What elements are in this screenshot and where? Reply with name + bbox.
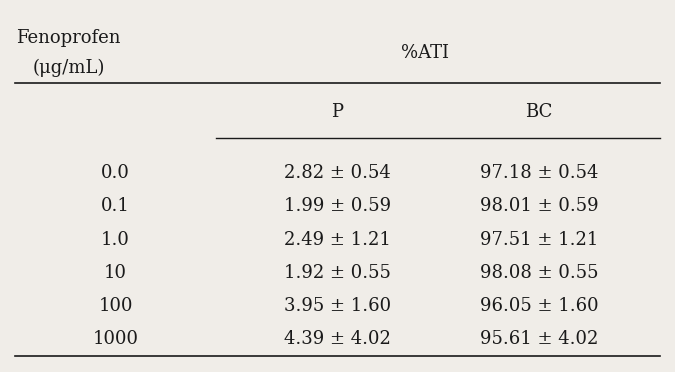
Text: 98.08 ± 0.55: 98.08 ± 0.55 (480, 264, 599, 282)
Text: 1.0: 1.0 (101, 231, 130, 248)
Text: 95.61 ± 4.02: 95.61 ± 4.02 (480, 330, 598, 348)
Text: 0.0: 0.0 (101, 164, 130, 182)
Text: 1.99 ± 0.59: 1.99 ± 0.59 (284, 197, 391, 215)
Text: BC: BC (525, 103, 553, 121)
Text: 97.51 ± 1.21: 97.51 ± 1.21 (480, 231, 598, 248)
Text: 0.1: 0.1 (101, 197, 130, 215)
Text: 10: 10 (104, 264, 127, 282)
Text: (μg/mL): (μg/mL) (32, 59, 105, 77)
Text: 3.95 ± 1.60: 3.95 ± 1.60 (284, 297, 391, 315)
Text: 4.39 ± 4.02: 4.39 ± 4.02 (284, 330, 391, 348)
Text: 2.82 ± 0.54: 2.82 ± 0.54 (284, 164, 391, 182)
Text: 100: 100 (99, 297, 133, 315)
Text: 96.05 ± 1.60: 96.05 ± 1.60 (480, 297, 599, 315)
Text: Fenoprofen: Fenoprofen (16, 29, 121, 47)
Text: %ATI: %ATI (401, 44, 449, 62)
Text: 2.49 ± 1.21: 2.49 ± 1.21 (284, 231, 391, 248)
Text: 1000: 1000 (92, 330, 138, 348)
Text: 98.01 ± 0.59: 98.01 ± 0.59 (480, 197, 599, 215)
Text: P: P (331, 103, 344, 121)
Text: 97.18 ± 0.54: 97.18 ± 0.54 (480, 164, 598, 182)
Text: 1.92 ± 0.55: 1.92 ± 0.55 (284, 264, 391, 282)
